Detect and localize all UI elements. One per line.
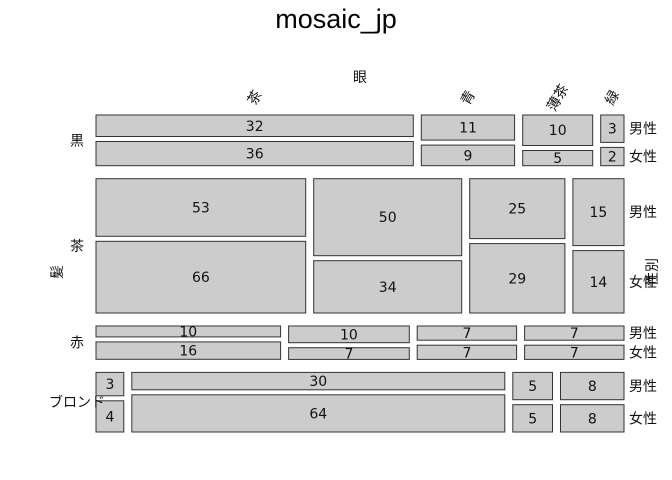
sex-label: 女性: [629, 410, 657, 427]
mosaic-cell: [95, 178, 307, 237]
sex-label: 男性: [629, 379, 657, 395]
hair-label: ブロンド: [49, 394, 105, 411]
cell-count-label: 8: [588, 411, 597, 427]
mosaic-cell: [313, 178, 463, 257]
cell-count-label: 4: [105, 409, 114, 425]
sex-label: 女性: [629, 344, 657, 361]
cell-count-label: 14: [589, 275, 607, 291]
mosaic-cell: [131, 371, 506, 391]
mosaic-cell: [95, 240, 307, 314]
cell-count-label: 7: [344, 347, 353, 363]
cell-count-label: 8: [588, 379, 597, 395]
mosaic-cell: [95, 114, 414, 137]
mosaic-cell: [512, 371, 553, 401]
cell-count-label: 16: [179, 344, 197, 360]
cell-count-label: 9: [464, 148, 473, 164]
mosaic-cell: [522, 150, 594, 167]
sub-variable-label: 性別: [645, 258, 661, 286]
mosaic-cell: [420, 114, 516, 141]
cell-count-label: 5: [528, 379, 537, 395]
mosaic-cell: [288, 347, 410, 360]
row-variable-label: 髪: [50, 265, 66, 279]
mosaic-cell: [95, 400, 125, 433]
mosaic-cell: [95, 141, 414, 167]
cell-count-label: 66: [192, 270, 210, 286]
cell-count-label: 32: [246, 119, 264, 135]
mosaic-cell: [469, 178, 566, 240]
cell-count-label: 5: [553, 151, 562, 167]
mosaic-cell: [524, 325, 625, 341]
eye-label: 緑: [602, 88, 623, 108]
mosaic-cell: [560, 404, 625, 433]
eye-label: 茶: [245, 88, 266, 108]
cell-count-label: 64: [309, 406, 327, 422]
cell-count-label: 2: [608, 150, 617, 166]
cell-count-label: 10: [340, 327, 358, 343]
cell-count-label: 34: [379, 280, 397, 296]
mosaic-cell: [95, 325, 282, 338]
mosaic-cell: [572, 250, 625, 314]
mosaic-cell: [524, 344, 625, 360]
cell-count-label: 10: [179, 325, 197, 341]
mosaic-cell: [600, 146, 625, 167]
sex-label: 男性: [629, 122, 657, 138]
cell-count-label: 7: [570, 326, 579, 342]
mosaic-cells: [95, 114, 625, 433]
mosaic-cell: [469, 243, 566, 314]
mosaic-cell: [95, 371, 125, 397]
mosaic-cell: [600, 114, 625, 143]
sex-label: 女性: [629, 274, 657, 291]
mosaic-cell: [416, 344, 518, 360]
cell-count-label: 50: [379, 210, 397, 226]
cell-count-label: 7: [462, 326, 471, 342]
cell-count-label: 7: [570, 345, 579, 361]
hair-label: 茶: [70, 239, 84, 255]
mosaic-cell: [131, 394, 506, 433]
sex-label: 女性: [629, 149, 657, 166]
chart-title: mosaic_jp: [275, 4, 397, 34]
cell-count-label: 3: [105, 377, 114, 393]
column-variable-label: 眼: [353, 70, 367, 86]
mosaic-cell: [572, 178, 625, 247]
mosaic-cell: [313, 260, 463, 314]
mosaic-cell: [512, 404, 553, 433]
cell-count-label: 30: [309, 374, 327, 390]
mosaic-cell: [420, 144, 516, 167]
cell-count-label: 5: [528, 411, 537, 427]
mosaic-cell: [522, 114, 594, 146]
cell-count-label: 36: [246, 147, 264, 163]
hair-label: 赤: [70, 336, 84, 352]
cell-count-label: 10: [549, 123, 567, 139]
mosaic-cell: [416, 325, 518, 341]
cell-count-label: 11: [459, 121, 477, 137]
eye-label: 青: [458, 88, 479, 108]
cell-count-label: 3: [608, 122, 617, 138]
mosaic-cell: [95, 341, 282, 360]
sex-label: 男性: [629, 205, 657, 221]
cell-count-label: 25: [508, 202, 526, 218]
cell-count-label: 15: [589, 205, 607, 221]
cell-count-label: 7: [462, 345, 471, 361]
cell-count-label: 29: [508, 271, 526, 287]
mosaic-cell: [288, 325, 410, 344]
mosaic-cell: [560, 371, 625, 401]
sex-label: 男性: [629, 326, 657, 342]
eye-label: 薄茶: [544, 82, 572, 114]
cell-count-label: 53: [192, 201, 210, 217]
hair-label: 黒: [70, 133, 84, 149]
